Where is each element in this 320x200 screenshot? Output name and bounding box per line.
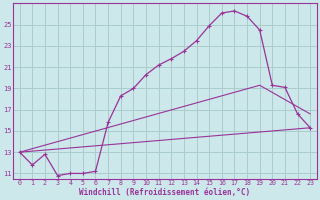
X-axis label: Windchill (Refroidissement éolien,°C): Windchill (Refroidissement éolien,°C): [79, 188, 251, 197]
